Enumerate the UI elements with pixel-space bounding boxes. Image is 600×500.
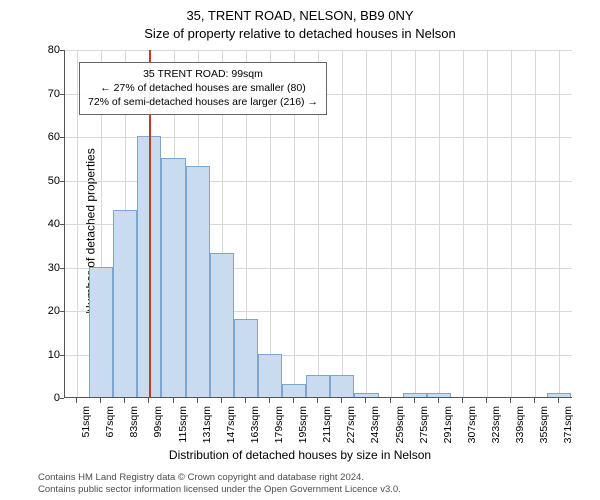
x-tick-mark bbox=[414, 398, 415, 403]
page-title: 35, TRENT ROAD, NELSON, BB9 0NY bbox=[0, 8, 600, 23]
y-tick-label: 10 bbox=[38, 349, 60, 361]
grid-line-v bbox=[463, 50, 464, 397]
y-tick-label: 30 bbox=[38, 262, 60, 274]
y-tick-label: 20 bbox=[38, 305, 60, 317]
x-tick-mark bbox=[124, 398, 125, 403]
x-tick-mark bbox=[221, 398, 222, 403]
x-tick-label: 83sqm bbox=[128, 406, 140, 438]
y-tick-mark bbox=[60, 268, 64, 269]
x-tick-mark bbox=[438, 398, 439, 403]
x-tick-label: 67sqm bbox=[104, 406, 116, 438]
chart-container: 35, TRENT ROAD, NELSON, BB9 0NY Size of … bbox=[0, 0, 600, 500]
x-tick-label: 179sqm bbox=[273, 406, 285, 443]
x-tick-label: 131sqm bbox=[201, 406, 213, 443]
x-tick-mark bbox=[341, 398, 342, 403]
y-tick-label: 60 bbox=[38, 131, 60, 143]
grid-line-v bbox=[487, 50, 488, 397]
x-tick-label: 339sqm bbox=[514, 406, 526, 443]
grid-line-v bbox=[415, 50, 416, 397]
y-tick-mark bbox=[60, 50, 64, 51]
x-tick-mark bbox=[269, 398, 270, 403]
x-tick-label: 115sqm bbox=[177, 406, 189, 443]
histogram-bar bbox=[354, 393, 378, 397]
y-tick-mark bbox=[60, 398, 64, 399]
x-tick-label: 195sqm bbox=[297, 406, 309, 443]
attribution: Contains HM Land Registry data © Crown c… bbox=[38, 472, 401, 496]
x-axis-label: Distribution of detached houses by size … bbox=[0, 448, 600, 462]
histogram-bar bbox=[210, 253, 234, 397]
x-tick-mark bbox=[76, 398, 77, 403]
x-tick-label: 307sqm bbox=[466, 406, 478, 443]
histogram-bar bbox=[234, 319, 258, 397]
x-tick-label: 323sqm bbox=[490, 406, 502, 443]
x-tick-mark bbox=[293, 398, 294, 403]
y-tick-label: 0 bbox=[38, 392, 60, 404]
x-tick-mark bbox=[317, 398, 318, 403]
grid-line-v bbox=[77, 50, 78, 397]
histogram-bar bbox=[161, 158, 185, 397]
histogram-bar bbox=[186, 166, 210, 397]
y-tick-mark bbox=[60, 311, 64, 312]
grid-line-v bbox=[391, 50, 392, 397]
grid-line-v bbox=[535, 50, 536, 397]
histogram-bar bbox=[89, 267, 113, 398]
y-tick-label: 40 bbox=[38, 218, 60, 230]
x-tick-label: 227sqm bbox=[345, 406, 357, 443]
grid-line-v bbox=[439, 50, 440, 397]
y-tick-mark bbox=[60, 355, 64, 356]
histogram-bar bbox=[282, 384, 306, 397]
x-tick-mark bbox=[486, 398, 487, 403]
x-tick-mark bbox=[390, 398, 391, 403]
x-tick-mark bbox=[462, 398, 463, 403]
x-tick-label: 243sqm bbox=[369, 406, 381, 443]
x-tick-label: 371sqm bbox=[562, 406, 574, 443]
grid-line-v bbox=[366, 50, 367, 397]
grid-line-v bbox=[342, 50, 343, 397]
y-tick-mark bbox=[60, 137, 64, 138]
x-tick-label: 99sqm bbox=[152, 406, 164, 438]
x-tick-mark bbox=[245, 398, 246, 403]
x-tick-label: 259sqm bbox=[394, 406, 406, 443]
grid-line-v bbox=[559, 50, 560, 397]
y-tick-label: 80 bbox=[38, 44, 60, 56]
histogram-bar bbox=[258, 354, 282, 398]
annotation-line3: 72% of semi-detached houses are larger (… bbox=[88, 95, 318, 109]
x-tick-label: 355sqm bbox=[538, 406, 550, 443]
histogram-bar bbox=[113, 210, 137, 397]
x-tick-mark bbox=[365, 398, 366, 403]
x-tick-mark bbox=[100, 398, 101, 403]
histogram-bar bbox=[330, 375, 354, 397]
x-tick-mark bbox=[173, 398, 174, 403]
x-tick-mark bbox=[534, 398, 535, 403]
annotation-line1: 35 TRENT ROAD: 99sqm bbox=[88, 67, 318, 81]
plot-area: 35 TRENT ROAD: 99sqm ← 27% of detached h… bbox=[64, 50, 572, 398]
histogram-bar bbox=[403, 393, 427, 397]
y-tick-mark bbox=[60, 181, 64, 182]
page-subtitle: Size of property relative to detached ho… bbox=[0, 26, 600, 41]
histogram-bar bbox=[427, 393, 451, 397]
attribution-line2: Contains public sector information licen… bbox=[38, 484, 401, 496]
x-tick-label: 275sqm bbox=[418, 406, 430, 443]
x-tick-mark bbox=[510, 398, 511, 403]
x-tick-label: 211sqm bbox=[321, 406, 333, 443]
x-tick-label: 147sqm bbox=[225, 406, 237, 443]
grid-line-v bbox=[511, 50, 512, 397]
annotation-line2: ← 27% of detached houses are smaller (80… bbox=[88, 81, 318, 95]
x-tick-label: 291sqm bbox=[442, 406, 454, 443]
y-tick-mark bbox=[60, 224, 64, 225]
histogram-bar bbox=[306, 375, 330, 397]
annotation-box: 35 TRENT ROAD: 99sqm ← 27% of detached h… bbox=[79, 62, 327, 115]
y-tick-mark bbox=[60, 94, 64, 95]
x-tick-mark bbox=[148, 398, 149, 403]
y-tick-label: 50 bbox=[38, 175, 60, 187]
y-tick-label: 70 bbox=[38, 88, 60, 100]
x-tick-mark bbox=[197, 398, 198, 403]
attribution-line1: Contains HM Land Registry data © Crown c… bbox=[38, 472, 401, 484]
histogram-bar bbox=[547, 393, 571, 397]
x-tick-label: 163sqm bbox=[249, 406, 261, 443]
x-tick-mark bbox=[558, 398, 559, 403]
x-tick-label: 51sqm bbox=[80, 406, 92, 438]
